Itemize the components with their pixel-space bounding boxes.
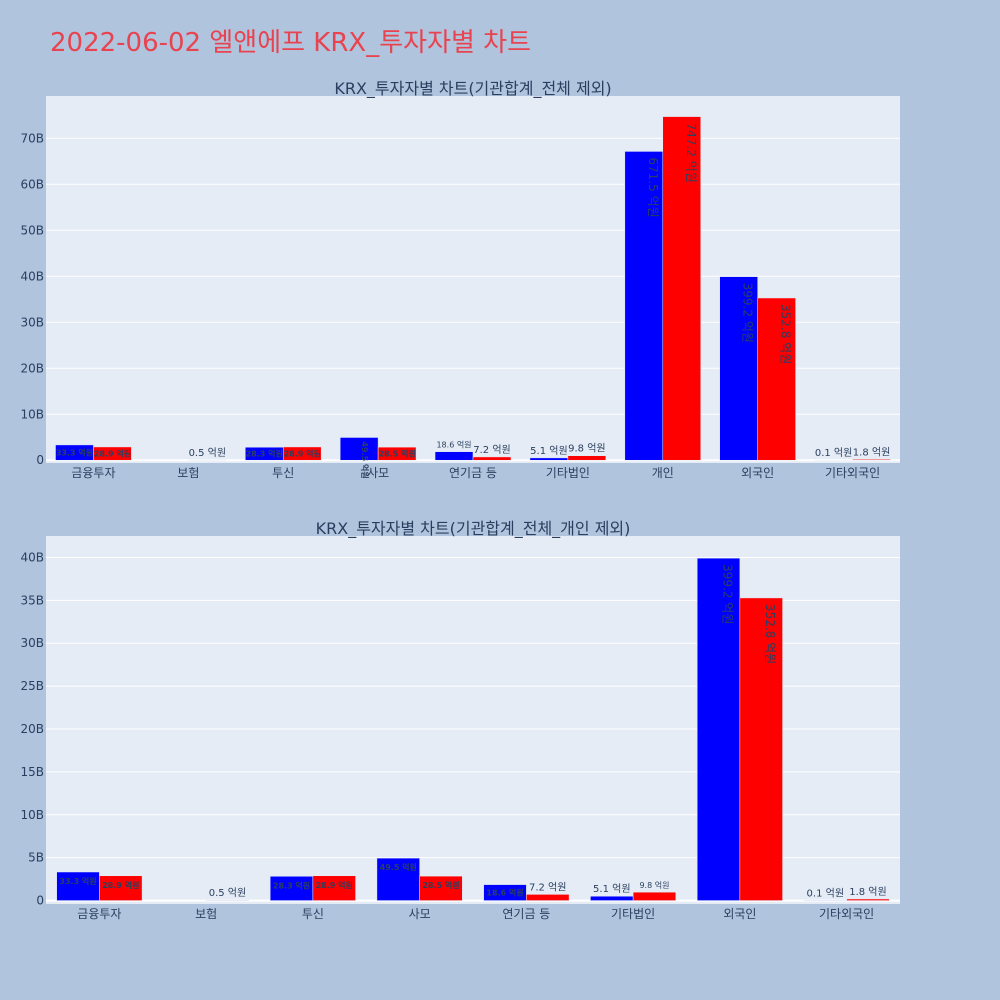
chart-institution-excluded: 0 10B 20B 30B 40B 50B 60B 70B KRX_투자자별 차트(기관합계_전… [20,79,900,480]
y-tick-label: 0 [36,453,44,467]
x-tick-label: 금융투자 [71,466,115,480]
bar-sell [526,894,570,901]
x-tick-label: 기타법인 [546,466,590,480]
bar-sell [377,446,417,461]
data-label: 7.2 억원 [529,881,566,893]
y-tick-label: 20B [20,722,44,736]
x-tick-label: 사모 [367,466,389,480]
data-label: 33.3 억원 [59,876,96,886]
data-label: 28.3 억원 [246,449,283,459]
bar-sell [567,455,607,461]
bar-sell [419,875,463,901]
x-tick-label: 투신 [302,907,324,921]
y-tick-label: 60B [20,177,44,191]
data-label: 352.8 억원 [763,604,777,664]
data-label: 18.6 억원 [436,440,471,450]
data-label: 28.9 억원 [102,880,139,890]
y-tick-label: 70B [20,131,44,145]
y-tick-label: 30B [20,315,44,329]
data-label: 747.2 억원 [684,123,698,183]
x-tick-label: 외국인 [723,907,756,921]
x-tick-label: 사모 [409,907,431,921]
data-label: 49.5 억원 [380,862,417,872]
bar-buy [269,876,314,901]
data-label: 9.8 억원 [639,880,669,890]
y-tick-label: 35B [20,593,44,607]
data-label: 18.6 억원 [486,888,523,898]
bar-buy [56,871,100,901]
x-tick-label: 개인 [652,466,674,480]
bar-buy [483,884,527,901]
bar-buy [624,151,664,461]
y-tick-label: 50B [20,223,44,237]
data-label: 1.8 억원 [849,886,886,898]
bar-buy [696,557,741,901]
data-label: 28.5 억원 [378,449,415,459]
data-label: 28.9 억원 [94,449,131,459]
bar-buy [529,457,569,461]
x-tick-label: 기타법인 [611,907,655,921]
x-tick-label: 투신 [272,466,294,480]
bar-sell [93,446,132,461]
data-label: 399.2 억원 [721,564,735,624]
chart-title: KRX_투자자별 차트(기관합계_전체 제외) [334,79,611,99]
data-label: 5.1 억원 [593,883,630,895]
data-label: 0.5 억원 [209,887,246,899]
bar-sell [632,891,677,901]
x-tick-label: 보험 [195,907,217,921]
x-tick-label: 금융투자 [77,907,121,921]
y-tick-label: 0 [36,894,44,908]
page-title: 2022-06-02 엘앤에프 KRX_투자자별 차트 [50,28,532,58]
y-tick-label: 10B [20,407,44,421]
data-label: 33.3 억원 [56,448,93,458]
bar-buy [376,857,420,901]
y-tick-label: 40B [20,269,44,283]
bar-sell [99,875,143,901]
bar-buy [590,895,634,901]
data-label: 49.5 억원 [360,441,370,478]
data-label: 0.1 억원 [815,447,852,459]
bar-buy [719,276,758,461]
data-label: 9.8 억원 [568,443,605,455]
bar-sell [739,597,783,901]
y-tick-label: 5B [28,851,44,865]
data-label: 28.9 억원 [284,449,321,459]
data-label: 1.8 억원 [853,446,890,458]
data-label: 28.9 억원 [316,880,353,890]
bar-sell [757,297,796,461]
bar-buy [434,451,474,461]
data-label: 28.5 억원 [422,880,459,890]
bar-sell [312,875,356,901]
y-tick-label: 40B [20,550,44,564]
data-label: 399.2 억원 [741,283,755,343]
chart-institution-individual-excluded: 0 5B 10B 15B 20B 25B 30B 35B 40B KRX_투자자별 차트(기관합계… [20,519,900,921]
data-label: 671.5 억원 [646,157,660,217]
bar-sell [472,456,512,461]
bar-sell [852,459,891,461]
bar-sell [282,446,322,461]
data-label: 0.1 억원 [807,887,844,899]
chart-title: KRX_투자자별 차트(기관합계_전체_개인 제외) [316,519,631,539]
x-tick-label: 보험 [177,466,199,480]
y-tick-label: 15B [20,765,44,779]
bar-sell [846,898,890,901]
y-tick-label: 25B [20,679,44,693]
bar-sell [662,116,701,461]
x-tick-label: 외국인 [741,466,774,480]
x-tick-label: 기타외국인 [819,907,874,921]
data-label: 7.2 억원 [473,444,510,456]
y-tick-label: 20B [20,361,44,375]
x-tick-label: 연기금 등 [449,466,497,480]
data-label: 28.3 억원 [273,880,310,890]
x-tick-label: 기타외국인 [825,466,880,480]
data-label: 352.8 억원 [779,304,793,364]
y-tick-label: 30B [20,636,44,650]
y-tick-label: 10B [20,808,44,822]
data-label: 5.1 억원 [530,445,567,457]
x-tick-label: 연기금 등 [502,907,550,921]
bar-buy [339,437,379,461]
data-label: 0.5 억원 [189,447,226,459]
